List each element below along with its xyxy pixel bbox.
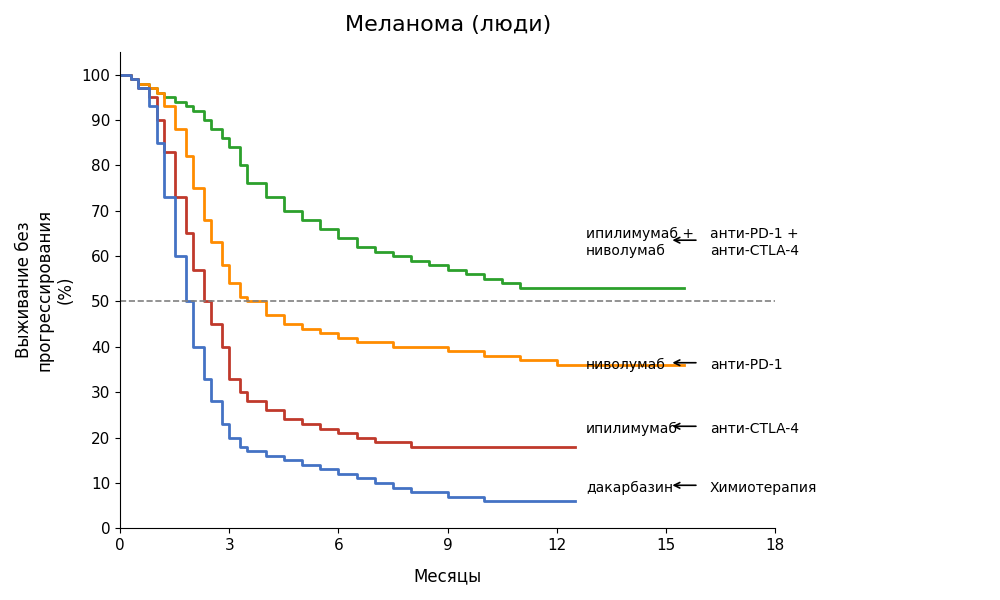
X-axis label: Месяцы: Месяцы — [414, 567, 482, 585]
Text: Химиотерапия: Химиотерапия — [710, 481, 817, 494]
Text: ниволумаб: ниволумаб — [586, 358, 666, 372]
Y-axis label: Выживание без
прогрессирования
(%): Выживание без прогрессирования (%) — [15, 209, 75, 371]
Text: анти-CTLA-4: анти-CTLA-4 — [710, 422, 799, 436]
Text: ипилимумаб: ипилимумаб — [586, 421, 678, 436]
Text: ипилимумаб +
ниволумаб: ипилимумаб + ниволумаб — [586, 227, 694, 257]
Text: анти-PD-1 +
анти-CTLA-4: анти-PD-1 + анти-CTLA-4 — [710, 227, 799, 257]
Title: Меланома (люди): Меланома (люди) — [345, 15, 551, 35]
Text: анти-PD-1: анти-PD-1 — [710, 358, 782, 372]
Text: дакарбазин: дакарбазин — [586, 481, 673, 494]
